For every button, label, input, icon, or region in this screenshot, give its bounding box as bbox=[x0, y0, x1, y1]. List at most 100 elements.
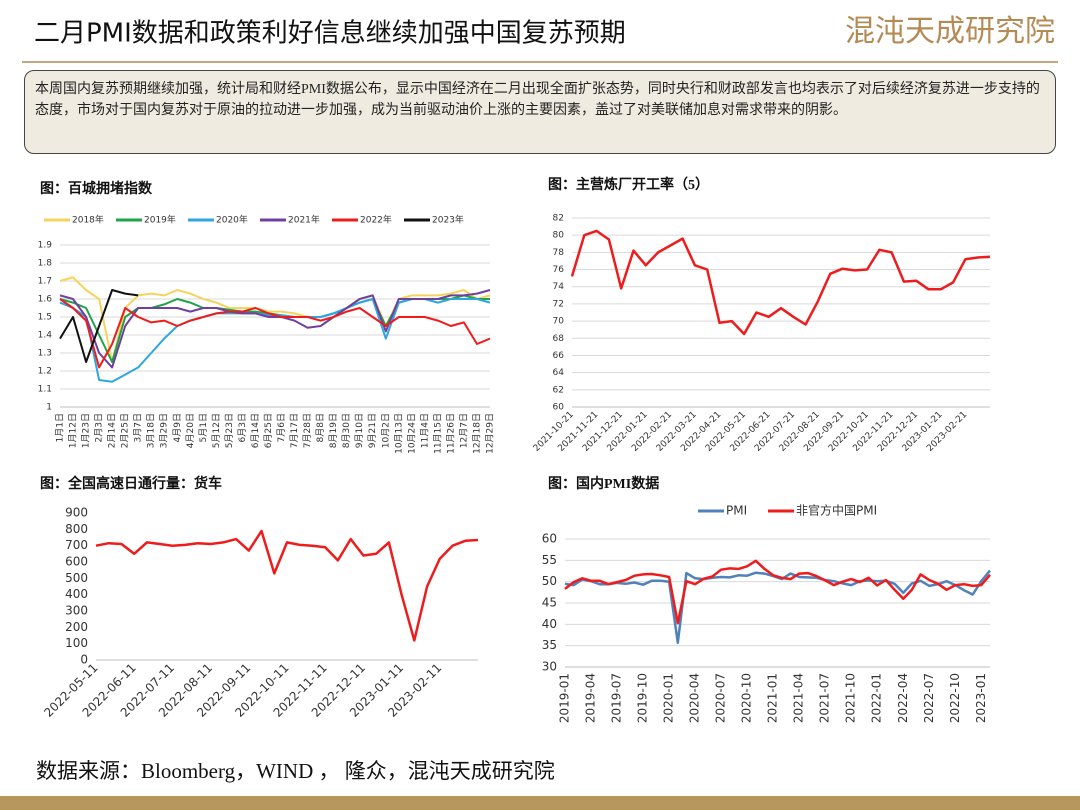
x-tick-label: 2月3日 bbox=[94, 413, 105, 442]
y-tick-label: 1.5 bbox=[38, 313, 52, 323]
y-tick-label: 900 bbox=[65, 506, 88, 520]
x-tick-label: 1月12日 bbox=[68, 413, 79, 448]
series-line bbox=[59, 298, 491, 369]
x-tick-label: 8月8日 bbox=[315, 413, 326, 442]
x-tick-label: 7月6日 bbox=[276, 413, 287, 442]
x-tick-label: 10月2日 bbox=[380, 413, 391, 448]
legend-label: 非官方中国PMI bbox=[796, 503, 877, 518]
x-tick-label: 2022-07 bbox=[922, 673, 936, 723]
y-tick-label: 1.2 bbox=[38, 367, 52, 377]
x-tick-label: 1月23日 bbox=[81, 413, 92, 448]
chart-title: 图：主营炼厂开工率（5） bbox=[548, 176, 709, 193]
series-line bbox=[570, 229, 991, 336]
footer-bar bbox=[0, 796, 1080, 810]
x-tick-label: 2020-01 bbox=[662, 673, 676, 723]
y-tick-label: 600 bbox=[65, 555, 88, 569]
legend-label: PMI bbox=[726, 504, 747, 518]
series-line bbox=[95, 529, 479, 642]
y-tick-label: 700 bbox=[65, 538, 88, 552]
x-tick-label: 5月12日 bbox=[211, 413, 222, 448]
legend-label: 2019年 bbox=[144, 214, 176, 226]
x-tick-label: 3月29日 bbox=[159, 413, 170, 448]
x-tick-label: 1月1日 bbox=[55, 413, 66, 442]
y-tick-label: 64 bbox=[553, 368, 565, 378]
y-tick-label: 100 bbox=[65, 636, 88, 650]
x-tick-label: 6月14日 bbox=[250, 413, 261, 448]
x-tick-label: 3月18日 bbox=[146, 413, 157, 448]
y-tick-label: 1 bbox=[46, 403, 52, 413]
series-line bbox=[59, 276, 491, 363]
y-tick-label: 500 bbox=[65, 571, 88, 585]
x-tick-label: 2022-04 bbox=[896, 673, 910, 723]
x-tick-label: 12月18日 bbox=[471, 413, 482, 454]
y-tick-label: 82 bbox=[553, 214, 564, 224]
x-tick-label: 2月25日 bbox=[120, 413, 131, 448]
x-tick-label: 12月29日 bbox=[485, 413, 496, 454]
x-tick-label: 2022-01 bbox=[870, 673, 884, 723]
y-tick-label: 800 bbox=[65, 522, 88, 536]
y-tick-label: 55 bbox=[542, 553, 557, 567]
x-tick-label: 6月25日 bbox=[263, 413, 274, 448]
y-tick-label: 300 bbox=[65, 604, 88, 618]
x-tick-label: 8月30日 bbox=[341, 413, 352, 448]
y-tick-label: 200 bbox=[65, 620, 88, 634]
x-tick-label: 12月7日 bbox=[458, 413, 469, 448]
y-tick-label: 45 bbox=[542, 596, 557, 610]
y-tick-label: 62 bbox=[553, 385, 564, 395]
y-tick-label: 50 bbox=[542, 574, 557, 588]
y-tick-label: 1.3 bbox=[38, 349, 52, 359]
x-tick-label: 9月10日 bbox=[354, 413, 365, 448]
y-tick-label: 40 bbox=[542, 617, 557, 631]
x-tick-label: 10月13日 bbox=[393, 413, 404, 454]
x-tick-label: 2019-10 bbox=[636, 673, 650, 723]
chart-title: 图：百城拥堵指数 bbox=[40, 180, 153, 197]
x-tick-label: 2019-04 bbox=[584, 673, 598, 723]
logo: 混沌天成研究院 bbox=[845, 15, 1055, 48]
y-tick-label: 60 bbox=[542, 532, 557, 546]
x-tick-label: 2020-07 bbox=[714, 673, 728, 723]
x-tick-label: 2020-10 bbox=[740, 673, 754, 723]
y-tick-label: 1.1 bbox=[38, 385, 52, 395]
x-tick-label: 9月21日 bbox=[367, 413, 378, 448]
x-tick-label: 7月28日 bbox=[302, 413, 313, 448]
series-line bbox=[59, 289, 139, 363]
y-tick-label: 1.9 bbox=[38, 241, 53, 251]
y-tick-label: 60 bbox=[553, 403, 565, 413]
y-tick-label: 0 bbox=[80, 653, 88, 667]
chart-title: 图：国内PMI数据 bbox=[548, 475, 659, 492]
x-tick-label: 2023-01 bbox=[974, 673, 988, 723]
y-tick-label: 400 bbox=[65, 587, 88, 601]
y-tick-label: 80 bbox=[553, 231, 565, 241]
y-tick-label: 78 bbox=[553, 248, 565, 258]
y-tick-label: 70 bbox=[553, 317, 565, 327]
x-tick-label: 11月15日 bbox=[432, 413, 443, 454]
x-tick-label: 2019-07 bbox=[610, 673, 624, 723]
y-tick-label: 1.8 bbox=[38, 259, 53, 269]
y-tick-label: 1.4 bbox=[38, 331, 53, 341]
x-tick-label: 8月19日 bbox=[328, 413, 339, 448]
y-tick-label: 1.6 bbox=[38, 295, 53, 305]
x-tick-label: 11月26日 bbox=[445, 413, 456, 454]
y-tick-label: 66 bbox=[553, 351, 565, 361]
x-tick-label: 2019-01 bbox=[558, 673, 572, 723]
x-tick-label: 2月14日 bbox=[107, 413, 118, 448]
legend-label: 2018年 bbox=[72, 214, 104, 226]
y-tick-label: 1.7 bbox=[38, 277, 52, 287]
x-tick-label: 4月20日 bbox=[185, 413, 196, 448]
x-tick-label: 11月4日 bbox=[419, 413, 430, 448]
legend-label: 2021年 bbox=[288, 214, 320, 226]
y-tick-label: 76 bbox=[553, 265, 565, 275]
y-tick-label: 68 bbox=[553, 334, 565, 344]
x-tick-label: 2021-04 bbox=[792, 673, 806, 723]
x-tick-label: 2021-01 bbox=[766, 673, 780, 723]
x-tick-label: 5月23日 bbox=[224, 413, 235, 448]
slide-title: 二月PMI数据和政策利好信息继续加强中国复苏预期 bbox=[34, 19, 626, 49]
chart-title: 图：全国高速日通行量：货车 bbox=[40, 475, 222, 492]
x-tick-label: 2022-10 bbox=[948, 673, 962, 723]
summary-box: 本周国内复苏预期继续加强，统计局和财经PMI数据公布，显示中国经济在二月出现全面… bbox=[24, 70, 1056, 154]
x-tick-label: 4月9日 bbox=[172, 413, 183, 442]
legend-label: 2023年 bbox=[432, 214, 464, 226]
source: 数据来源：Bloomberg，WIND ， 隆众，混沌天成研究院 bbox=[36, 759, 555, 783]
x-tick-label: 2021-10 bbox=[844, 673, 858, 723]
